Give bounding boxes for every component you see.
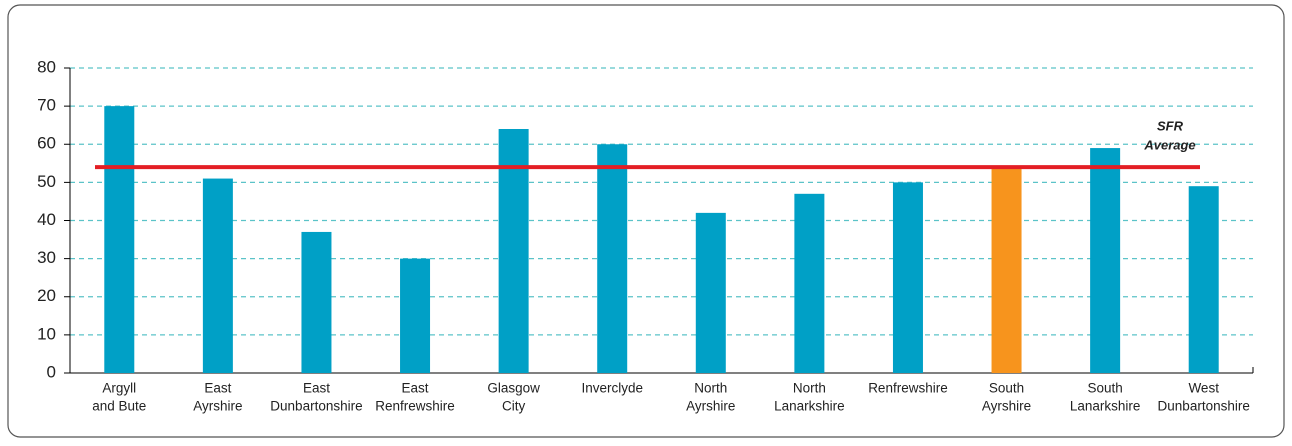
x-tick-label: Dunbartonshire: [270, 399, 362, 414]
x-tick-label: East: [303, 381, 330, 396]
average-label: Average: [1143, 138, 1195, 153]
x-tick-label: Dunbartonshire: [1158, 399, 1250, 414]
x-tick-label: North: [793, 381, 826, 396]
bar: [1188, 186, 1219, 373]
y-tick-label: 50: [37, 172, 56, 191]
y-tick-label: 30: [37, 248, 56, 267]
y-tick-label: 40: [37, 210, 56, 229]
y-tick-label: 70: [37, 96, 56, 115]
y-tick-label: 0: [47, 362, 56, 381]
x-tick-label: City: [502, 399, 525, 414]
x-tick-label: East: [402, 381, 429, 396]
x-tick-label: South: [989, 381, 1024, 396]
y-tick-label: 80: [37, 57, 56, 76]
average-label: SFR: [1157, 119, 1184, 134]
x-tick-label: Ayrshire: [982, 399, 1031, 414]
bar: [202, 178, 233, 373]
x-tick-label: Argyll: [102, 381, 136, 396]
y-tick-label: 60: [37, 134, 56, 153]
x-tick-label: East: [204, 381, 231, 396]
x-tick-label: Glasgow: [487, 381, 540, 396]
bar: [498, 129, 529, 373]
x-tick-label: Ayrshire: [193, 399, 242, 414]
x-tick-label: Renfrewshire: [375, 399, 455, 414]
x-tick-label: West: [1188, 381, 1219, 396]
x-tick-label: South: [1087, 381, 1122, 396]
bar: [991, 167, 1022, 373]
bar: [301, 231, 332, 373]
y-tick-label: 10: [37, 324, 56, 343]
x-tick-label: and Bute: [92, 399, 146, 414]
bar: [400, 258, 431, 373]
bar: [1090, 148, 1121, 373]
y-tick-label: 20: [37, 286, 56, 305]
bar: [597, 144, 628, 373]
x-tick-label: North: [694, 381, 727, 396]
bar: [695, 212, 726, 373]
x-tick-label: Ayrshire: [686, 399, 735, 414]
x-tick-label: Renfrewshire: [868, 381, 948, 396]
x-tick-label: Inverclyde: [581, 381, 643, 396]
bar: [794, 193, 825, 373]
x-tick-label: Lanarkshire: [1070, 399, 1141, 414]
bar: [104, 106, 135, 373]
x-tick-label: Lanarkshire: [774, 399, 845, 414]
bar: [892, 182, 923, 373]
